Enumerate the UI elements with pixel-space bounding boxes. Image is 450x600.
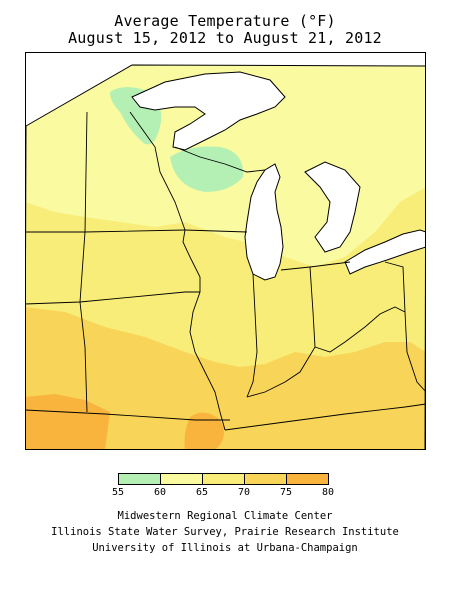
state-boundaries <box>25 111 426 431</box>
temperature-map <box>25 52 426 450</box>
lake-superior <box>131 71 286 151</box>
legend-tick-label: 80 <box>321 487 335 498</box>
legend-swatch-70-75 <box>244 473 287 485</box>
map-title: Average Temperature (°F) <box>114 12 336 30</box>
legend-swatch-65-70 <box>202 473 245 485</box>
legend-swatch-55-60 <box>118 473 161 485</box>
legend-swatch-60-65 <box>160 473 203 485</box>
legend-tick-label: 60 <box>153 487 167 498</box>
great-lakes <box>131 71 426 281</box>
credit-line-university: University of Illinois at Urbana-Champai… <box>92 542 358 554</box>
map-border <box>25 52 426 450</box>
date-range-subtitle: August 15, 2012 to August 21, 2012 <box>68 29 382 47</box>
lake-huron <box>304 161 361 253</box>
legend-tick-label: 65 <box>195 487 209 498</box>
lake-michigan <box>244 163 284 281</box>
credit-line-survey: Illinois State Water Survey, Prairie Res… <box>51 526 399 538</box>
legend-tick-label: 75 <box>279 487 293 498</box>
lake-erie <box>344 229 426 275</box>
credit-line-center: Midwestern Regional Climate Center <box>117 510 333 522</box>
legend-tick-label: 70 <box>237 487 251 498</box>
temperature-legend: 55 60 65 70 75 80 <box>112 473 334 501</box>
legend-tick-label: 55 <box>111 487 125 498</box>
legend-swatch-75-80 <box>286 473 329 485</box>
